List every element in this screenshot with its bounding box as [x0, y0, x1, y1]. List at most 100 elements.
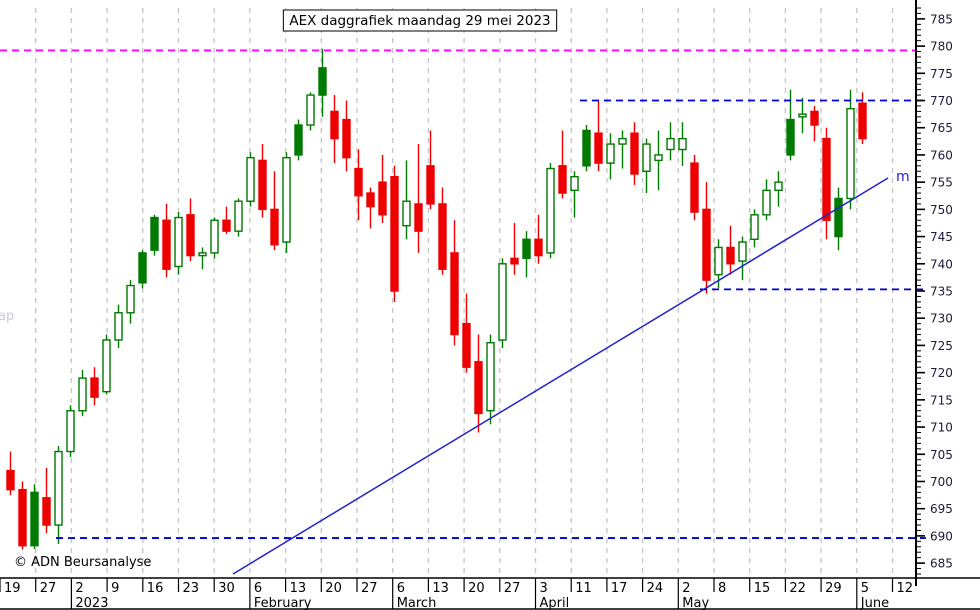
candlestick	[606, 133, 615, 180]
x-tick-date: 27	[40, 581, 57, 596]
chart-title-label: AEX daggrafiek maandag 29 mei 2023	[289, 13, 550, 29]
candlestick	[510, 222, 519, 275]
candle-body	[426, 165, 435, 205]
x-tick-date: 13	[290, 581, 307, 596]
candle-body	[834, 197, 843, 238]
chart-title: AEX daggrafiek maandag 29 mei 2023	[282, 9, 558, 32]
candle-body	[678, 137, 687, 151]
candlestick	[306, 92, 315, 131]
candlestick	[570, 171, 579, 218]
candlestick	[798, 97, 807, 134]
candle-body	[186, 214, 195, 257]
candle-body	[582, 129, 591, 167]
x-tick-date: 24	[647, 581, 664, 596]
x-tick-date: 22	[789, 581, 806, 596]
candlestick	[414, 144, 423, 253]
candle-body	[270, 208, 279, 246]
candle-body	[318, 67, 327, 96]
candle-body	[630, 132, 639, 175]
x-tick-date: 20	[325, 581, 342, 596]
candle-body	[150, 216, 159, 251]
candlestick	[18, 481, 27, 550]
y-tick-label: 690	[930, 529, 953, 543]
candle-body	[294, 124, 303, 156]
candle-body	[138, 252, 147, 284]
y-tick-label: 715	[930, 393, 953, 407]
candle-body	[366, 192, 375, 208]
candle-body	[726, 246, 735, 265]
candlestick	[390, 165, 399, 302]
candlestick	[594, 100, 603, 172]
candle-body	[78, 377, 87, 412]
candle-body	[846, 107, 855, 200]
candle-body	[486, 342, 495, 412]
candlestick	[774, 171, 783, 207]
candle-body	[162, 219, 171, 270]
candle-body	[42, 497, 51, 526]
candlestick	[66, 405, 75, 457]
candle-body	[702, 208, 711, 281]
candlestick	[246, 152, 255, 207]
candle-body	[102, 339, 111, 393]
candlestick	[54, 446, 63, 545]
candlestick	[318, 48, 327, 117]
candle-body	[234, 200, 243, 232]
candle-body	[558, 165, 567, 194]
gap-label: ap	[0, 309, 14, 324]
candlestick	[198, 247, 207, 270]
y-tick-label: 685	[930, 557, 953, 571]
y-tick-label: 740	[930, 257, 953, 271]
candlestick	[270, 171, 279, 251]
candle-body	[198, 252, 207, 257]
candlestick	[462, 293, 471, 373]
y-tick-label: 785	[930, 12, 953, 26]
x-month-label: April	[540, 596, 570, 610]
candlestick	[354, 149, 363, 221]
candle-body	[90, 377, 99, 398]
candlestick	[630, 122, 639, 185]
candlestick	[342, 100, 351, 172]
y-axis[interactable]: 785 780 775 770 765 760 755 750 745 740 735 730 725 7…	[915, 0, 953, 586]
y-tick-label: 760	[930, 148, 953, 162]
candlestick	[642, 138, 651, 194]
candle-body	[246, 156, 255, 202]
candlestick	[726, 225, 735, 275]
chart-title-box	[282, 9, 558, 32]
candlestick	[690, 154, 699, 221]
candlestick	[534, 214, 543, 264]
candle-body	[618, 137, 627, 145]
annotation-layer	[0, 49, 926, 575]
candlestick	[150, 214, 159, 256]
y-tick-label: 755	[930, 176, 953, 190]
candlestick	[474, 334, 483, 433]
candle-body	[6, 469, 15, 491]
x-tick-date: 3	[540, 581, 548, 596]
candle-body	[738, 241, 747, 262]
x-tick-date: 5	[861, 581, 869, 596]
candlestick	[810, 105, 819, 142]
candlestick	[234, 198, 243, 237]
x-tick-date: 6	[254, 581, 262, 596]
candle-body	[354, 167, 363, 197]
candle-body	[18, 488, 27, 547]
y-tick-label: 730	[930, 312, 953, 326]
y-tick-label: 780	[930, 40, 953, 54]
candle-body	[498, 263, 507, 341]
y-tick-label: 725	[930, 339, 953, 353]
candle-body	[306, 94, 315, 126]
candle-body	[402, 200, 411, 227]
candle-body	[750, 214, 759, 240]
y-tick-label: 705	[930, 448, 953, 462]
uptrend-line	[232, 177, 889, 575]
candle-body	[690, 162, 699, 213]
x-tick-date: 27	[504, 581, 521, 596]
candle-body	[774, 181, 783, 192]
candle-body	[858, 102, 867, 140]
x-tick-date: 6	[397, 581, 405, 596]
candle-body	[642, 143, 651, 172]
candlestick	[258, 144, 267, 218]
x-axis[interactable]: 19 27 2 9 16 23 30 6 13 20 27 6 13 20 27 3 11 17 24 2 8 15 22 2…	[0, 577, 980, 610]
